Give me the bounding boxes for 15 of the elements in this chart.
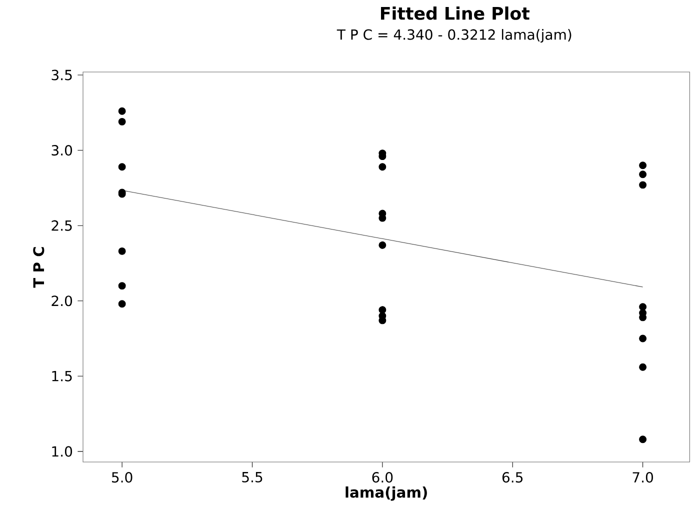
x-tick-label: 7.0 (632, 472, 653, 483)
x-tick-label: 6.5 (502, 472, 523, 483)
x-axis-title: lama(jam) (346, 486, 427, 501)
y-tick-label: 2.0 (52, 296, 72, 306)
x-tick-label: 5.0 (112, 472, 132, 483)
y-tick-label: 2.5 (52, 220, 72, 231)
y-tick-label: 1.0 (52, 446, 72, 457)
y-tick-label: 1.5 (52, 370, 72, 382)
x-tick-label: 5.5 (242, 472, 262, 482)
y-axis-title: T P C (33, 247, 44, 288)
y-tick-label: 3.5 (52, 70, 72, 80)
chart-subtitle: T P C = 4.340 - 0.3212 lama(jam) (336, 29, 572, 43)
chart-title: Fitted Line Plot (381, 6, 530, 20)
x-tick-label: 6.0 (372, 472, 393, 483)
y-tick-label: 3.0 (52, 144, 72, 156)
